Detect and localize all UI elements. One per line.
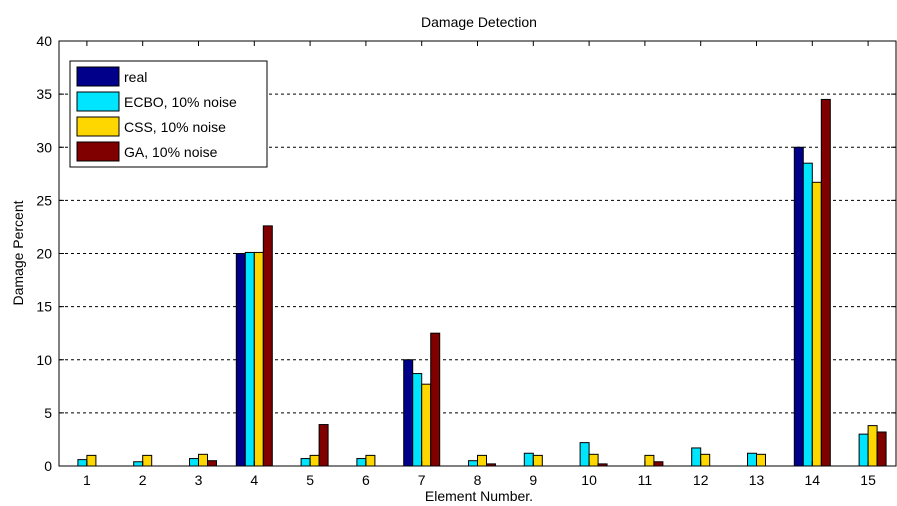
legend-entry: ECBO, 10% noise bbox=[124, 94, 237, 110]
bar-css-element-13 bbox=[756, 453, 766, 467]
x-tick-label: 2 bbox=[139, 472, 147, 488]
x-tick-label: 9 bbox=[529, 472, 537, 488]
x-tick-label: 8 bbox=[474, 472, 482, 488]
y-tick-label: 35 bbox=[36, 86, 52, 102]
x-tick-label: 4 bbox=[250, 472, 258, 488]
y-axis-label: Damage Percent bbox=[10, 200, 26, 305]
bar-ecbo-element-2 bbox=[133, 461, 144, 467]
x-tick-label: 12 bbox=[693, 472, 709, 488]
y-tick-label: 15 bbox=[36, 299, 52, 315]
y-tick-label: 30 bbox=[36, 139, 52, 155]
bar-css-element-15 bbox=[867, 425, 878, 467]
x-axis-label: Element Number. bbox=[425, 488, 533, 504]
x-tick-label: 10 bbox=[581, 472, 597, 488]
bar-ga-element-14 bbox=[820, 98, 831, 467]
bar-ecbo-element-5 bbox=[300, 458, 311, 467]
bar-ecbo-element-13 bbox=[747, 452, 757, 467]
y-tick-label: 40 bbox=[36, 33, 52, 49]
y-tick-label: 20 bbox=[36, 246, 52, 262]
bar-css-element-9 bbox=[532, 454, 543, 467]
bar-ecbo-element-7 bbox=[412, 373, 423, 467]
bar-css-element-1 bbox=[86, 454, 97, 467]
legend-swatch bbox=[76, 116, 120, 137]
bar-ga-element-11 bbox=[653, 461, 664, 467]
legend-entry: CSS, 10% noise bbox=[124, 119, 226, 135]
bar-ecbo-element-10 bbox=[579, 442, 590, 467]
bar-real-element-4 bbox=[235, 253, 246, 467]
bar-ga-element-7 bbox=[430, 332, 441, 467]
bar-ecbo-element-3 bbox=[189, 458, 199, 467]
bar-ecbo-element-12 bbox=[691, 447, 702, 467]
bar-css-element-8 bbox=[477, 454, 487, 467]
bar-ga-element-5 bbox=[318, 424, 329, 467]
bar-css-element-4 bbox=[253, 251, 264, 467]
bar-css-element-11 bbox=[644, 454, 655, 467]
y-tick-label: 25 bbox=[36, 192, 52, 208]
bar-ecbo-element-9 bbox=[523, 452, 534, 467]
x-tick-label: 15 bbox=[860, 472, 876, 488]
legend-swatch bbox=[76, 66, 120, 87]
bar-real-element-7 bbox=[403, 359, 414, 467]
bar-css-element-10 bbox=[588, 453, 599, 467]
legend-swatch bbox=[76, 141, 120, 162]
y-tick-label: 5 bbox=[44, 405, 52, 421]
legend-entry: real bbox=[124, 69, 147, 85]
bar-real-element-14 bbox=[793, 146, 804, 467]
y-tick-label: 10 bbox=[36, 352, 52, 368]
bar-css-element-5 bbox=[309, 454, 320, 467]
bars bbox=[77, 98, 887, 467]
bar-ecbo-element-6 bbox=[356, 458, 367, 467]
bar-css-element-2 bbox=[142, 454, 153, 467]
legend: real ECBO, 10% noise CSS, 10% noise GA, 10%… bbox=[69, 60, 268, 168]
bar-css-element-6 bbox=[365, 454, 376, 467]
bar-ecbo-element-15 bbox=[858, 433, 869, 467]
x-tick-label: 13 bbox=[749, 472, 765, 488]
bar-css-element-14 bbox=[811, 181, 822, 467]
bar-ecbo-element-1 bbox=[77, 459, 88, 467]
x-tick-label: 11 bbox=[638, 472, 653, 488]
chart-title: Damage Detection bbox=[421, 14, 537, 30]
bar-ga-element-3 bbox=[207, 460, 217, 467]
x-tick-label: 3 bbox=[195, 472, 203, 488]
bar-ga-element-15 bbox=[876, 431, 887, 467]
legend-swatch bbox=[76, 91, 120, 112]
x-tick-label: 14 bbox=[805, 472, 821, 488]
bar-ecbo-element-4 bbox=[244, 251, 255, 467]
bar-css-element-3 bbox=[198, 453, 208, 467]
bar-css-element-7 bbox=[421, 383, 432, 467]
bar-ecbo-element-14 bbox=[802, 162, 813, 467]
x-tick-label: 7 bbox=[418, 472, 426, 488]
bar-ecbo-element-8 bbox=[468, 460, 478, 467]
y-tick-label: 0 bbox=[44, 458, 52, 474]
x-tick-label: 1 bbox=[83, 472, 91, 488]
bar-ga-element-4 bbox=[262, 225, 273, 467]
bar-css-element-12 bbox=[700, 453, 711, 467]
x-tick-label: 5 bbox=[306, 472, 314, 488]
legend-entry: GA, 10% noise bbox=[124, 144, 218, 160]
x-tick-label: 6 bbox=[362, 472, 370, 488]
